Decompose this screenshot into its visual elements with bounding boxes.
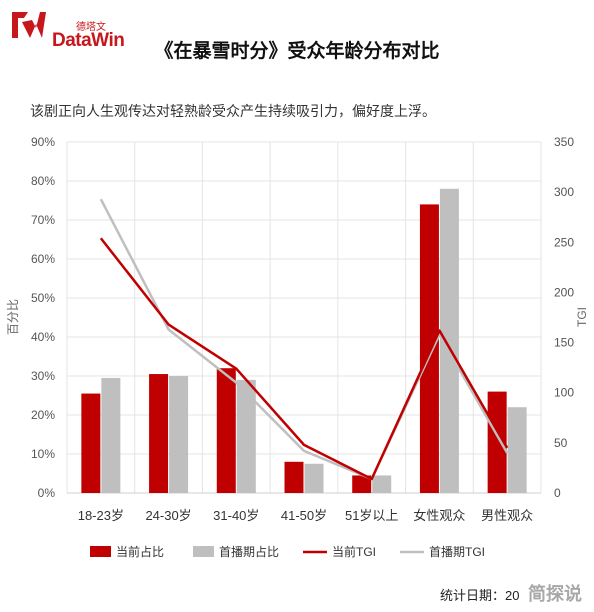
bar-current-share <box>419 204 439 493</box>
y-axis-title: 百分比 <box>6 299 20 335</box>
bar-current-share <box>81 393 101 493</box>
y2-tick-label: 300 <box>554 185 574 199</box>
y-tick-label: 10% <box>31 447 55 461</box>
bar-premiere-share <box>101 377 121 493</box>
x-tick-label: 24-30岁 <box>145 508 191 523</box>
y-tick-label: 60% <box>31 252 55 266</box>
bar-current-share <box>284 461 304 493</box>
x-tick-label: 51岁以上 <box>345 508 398 523</box>
logo-mark-icon <box>12 12 46 38</box>
datawin-logo: 德塔文 DataWin <box>8 8 128 52</box>
y2-tick-label: 100 <box>554 386 574 400</box>
y-tick-label: 90% <box>31 135 55 149</box>
y-tick-label: 40% <box>31 330 55 344</box>
x-tick-label: 41-50岁 <box>281 508 327 523</box>
y2-tick-label: 0 <box>554 486 561 500</box>
bar-current-share <box>352 475 372 493</box>
y2-tick-label: 50 <box>554 436 568 450</box>
legend-current-tgi-label: 当前TGI <box>332 544 376 559</box>
line-premiere-tgi <box>99 198 509 481</box>
bar-current-share <box>149 374 169 493</box>
bar-premiere-share <box>372 475 392 493</box>
y-tick-label: 70% <box>31 213 55 227</box>
bar-premiere-share <box>304 463 324 493</box>
y2-axis-title: TGI <box>575 307 589 327</box>
bar-premiere-share <box>169 376 189 493</box>
x-tick-label: 女性观众 <box>413 508 465 523</box>
watermark: 简探说 <box>528 584 582 604</box>
y2-tick-label: 200 <box>554 285 574 299</box>
bar-premiere-share <box>439 188 459 494</box>
date-label: 统计日期：20 <box>440 588 520 603</box>
y-tick-label: 0% <box>38 486 56 500</box>
bar-current-share <box>487 391 507 493</box>
bar-premiere-share <box>507 407 527 493</box>
legend-current-share-swatch <box>90 546 111 557</box>
y-tick-label: 30% <box>31 369 55 383</box>
legend-premiere-tgi-label: 首播期TGI <box>429 545 485 559</box>
bar-current-share <box>216 368 236 493</box>
chart-subtitle: 该剧正向人生观传达对轻熟龄受众产生持续吸引力，偏好度上浮。 <box>30 103 436 119</box>
chart-title: 《在暴雪时分》受众年龄分布对比 <box>154 41 440 62</box>
legend-current-share-label: 当前占比 <box>116 544 164 559</box>
y2-tick-label: 150 <box>554 336 574 350</box>
legend-premiere-share-swatch <box>193 546 214 557</box>
y2-tick-label: 250 <box>554 235 574 249</box>
x-tick-label: 男性观众 <box>481 508 533 523</box>
y-tick-label: 50% <box>31 291 55 305</box>
brand-cn-text: 德塔文 <box>76 22 106 33</box>
x-tick-label: 31-40岁 <box>213 508 259 523</box>
y2-tick-label: 350 <box>554 135 574 149</box>
y-tick-label: 20% <box>31 408 55 422</box>
y-tick-label: 80% <box>31 174 55 188</box>
brand-en-text: DataWin <box>52 30 125 51</box>
bar-premiere-share <box>236 379 256 493</box>
x-tick-label: 18-23岁 <box>78 508 124 523</box>
legend-premiere-share-label: 首播期占比 <box>219 544 279 559</box>
line-current-tgi <box>99 237 509 481</box>
